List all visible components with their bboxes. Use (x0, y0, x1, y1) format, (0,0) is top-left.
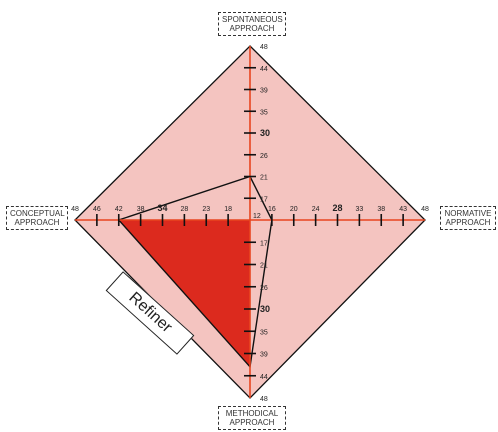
tick-label-bottom-39: 39 (260, 352, 268, 359)
tick-label-left-18: 18 (224, 206, 232, 213)
axis-label-line: APPROACH (445, 218, 491, 227)
tick-label-left-23: 23 (202, 206, 210, 213)
tick-label-top-48: 48 (260, 44, 268, 51)
tick-label-center: 12 (253, 213, 261, 220)
axis-label-line: NORMATIVE (444, 209, 492, 218)
axis-label-line: APPROACH (229, 24, 275, 33)
tick-label-right-16: 16 (268, 206, 276, 213)
tick-marks (96, 66, 404, 377)
tick-label-bottom-26: 26 (260, 285, 268, 292)
tick-label-top-44: 44 (260, 66, 268, 73)
tick-label-right-33: 33 (355, 206, 363, 213)
axis-label-line: METHODICAL (225, 409, 279, 418)
tick-label-top-26: 26 (260, 153, 268, 160)
axis-label-conceptual: CONCEPTUAL APPROACH (6, 206, 68, 230)
tick-label-top-30: 30 (260, 128, 270, 138)
axis-label-line: APPROACH (14, 218, 60, 227)
tick-label-right-28: 28 (332, 203, 342, 213)
tick-label-right-38: 38 (377, 206, 385, 213)
axes (75, 46, 425, 398)
tick-label-left-48: 48 (71, 206, 79, 213)
tick-label-bottom-35: 35 (260, 329, 268, 336)
axis-label-methodical: METHODICAL APPROACH (218, 406, 286, 430)
tick-label-bottom-21: 21 (260, 263, 268, 270)
tick-label-top-21: 21 (260, 175, 268, 182)
axis-label-line: APPROACH (229, 418, 275, 427)
tick-labels: 17 21 26 30 35 39 44 48 17 21 26 30 35 39 44 48 18 23 28 34… (71, 44, 429, 403)
tick-label-top-35: 35 (260, 109, 268, 116)
tick-label-left-38: 38 (137, 206, 145, 213)
axis-label-spontaneous: SPONTANEOUS APPROACH (218, 12, 286, 36)
tick-label-top-17: 17 (260, 196, 268, 203)
axis-label-line: SPONTANEOUS (222, 15, 283, 24)
tick-label-bottom-44: 44 (260, 374, 268, 381)
tick-label-right-48: 48 (421, 206, 429, 213)
tick-label-bottom-48: 48 (260, 396, 268, 403)
tick-label-left-46: 46 (93, 206, 101, 213)
axis-label-normative: NORMATIVE APPROACH (440, 206, 496, 230)
tick-label-right-24: 24 (312, 206, 320, 213)
tick-label-bottom-30: 30 (260, 304, 270, 314)
tick-label-left-42: 42 (115, 206, 123, 213)
tick-label-top-39: 39 (260, 88, 268, 95)
tick-label-right-20: 20 (290, 206, 298, 213)
tick-label-right-43: 43 (399, 206, 407, 213)
tick-label-left-28: 28 (180, 206, 188, 213)
tick-label-left-34: 34 (157, 203, 167, 213)
tick-label-bottom-17: 17 (260, 240, 268, 247)
axis-label-line: CONCEPTUAL (10, 209, 65, 218)
